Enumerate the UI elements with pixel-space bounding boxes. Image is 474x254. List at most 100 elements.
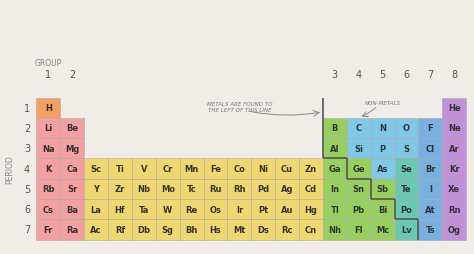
FancyBboxPatch shape <box>347 118 371 139</box>
FancyBboxPatch shape <box>204 159 228 179</box>
FancyBboxPatch shape <box>36 199 60 219</box>
FancyBboxPatch shape <box>323 199 347 219</box>
FancyBboxPatch shape <box>60 219 84 240</box>
Text: Sg: Sg <box>162 225 174 234</box>
FancyBboxPatch shape <box>204 179 228 199</box>
Text: Cu: Cu <box>281 164 293 173</box>
Text: Fl: Fl <box>355 225 363 234</box>
Text: Cd: Cd <box>305 185 317 194</box>
FancyBboxPatch shape <box>84 179 108 199</box>
Text: Sn: Sn <box>353 185 365 194</box>
FancyBboxPatch shape <box>442 199 466 219</box>
Text: Ra: Ra <box>66 225 78 234</box>
FancyBboxPatch shape <box>156 159 180 179</box>
Text: Re: Re <box>185 205 198 214</box>
Text: Ge: Ge <box>353 164 365 173</box>
Text: Pt: Pt <box>258 205 268 214</box>
Text: Db: Db <box>137 225 150 234</box>
Text: 5: 5 <box>24 184 30 194</box>
FancyBboxPatch shape <box>108 219 132 240</box>
Text: Co: Co <box>234 164 246 173</box>
Text: Cs: Cs <box>43 205 54 214</box>
Text: V: V <box>141 164 147 173</box>
Text: 3: 3 <box>24 144 30 154</box>
FancyBboxPatch shape <box>442 159 466 179</box>
Text: Al: Al <box>330 144 339 153</box>
FancyBboxPatch shape <box>132 219 156 240</box>
FancyBboxPatch shape <box>156 179 180 199</box>
FancyBboxPatch shape <box>419 219 442 240</box>
Text: Mt: Mt <box>233 225 246 234</box>
FancyBboxPatch shape <box>36 139 60 159</box>
Text: Fr: Fr <box>44 225 53 234</box>
Text: Nh: Nh <box>328 225 341 234</box>
FancyBboxPatch shape <box>108 159 132 179</box>
Text: 2: 2 <box>69 70 75 80</box>
FancyBboxPatch shape <box>323 118 347 139</box>
FancyBboxPatch shape <box>419 139 442 159</box>
Text: Bi: Bi <box>378 205 387 214</box>
Text: Tl: Tl <box>330 205 339 214</box>
FancyBboxPatch shape <box>394 118 419 139</box>
Text: Ts: Ts <box>426 225 435 234</box>
Text: Rn: Rn <box>448 205 460 214</box>
FancyBboxPatch shape <box>442 98 466 118</box>
Text: Sc: Sc <box>91 164 101 173</box>
Text: Fe: Fe <box>210 164 221 173</box>
Text: Rc: Rc <box>282 225 293 234</box>
FancyBboxPatch shape <box>371 179 394 199</box>
Text: S: S <box>403 144 410 153</box>
FancyBboxPatch shape <box>228 219 251 240</box>
FancyBboxPatch shape <box>251 179 275 199</box>
Text: Zr: Zr <box>115 185 125 194</box>
Text: 2: 2 <box>24 123 30 133</box>
Text: In: In <box>330 185 339 194</box>
Text: Br: Br <box>425 164 436 173</box>
FancyBboxPatch shape <box>419 199 442 219</box>
Text: Mo: Mo <box>161 185 175 194</box>
FancyBboxPatch shape <box>204 199 228 219</box>
FancyBboxPatch shape <box>371 199 394 219</box>
Text: H: H <box>45 104 52 113</box>
Text: Na: Na <box>42 144 55 153</box>
Text: Ca: Ca <box>66 164 78 173</box>
FancyBboxPatch shape <box>60 118 84 139</box>
Text: N: N <box>379 124 386 133</box>
FancyBboxPatch shape <box>60 159 84 179</box>
FancyBboxPatch shape <box>84 219 108 240</box>
FancyBboxPatch shape <box>108 199 132 219</box>
Text: Se: Se <box>401 164 412 173</box>
Text: Pd: Pd <box>257 185 269 194</box>
FancyBboxPatch shape <box>394 159 419 179</box>
Text: Hg: Hg <box>305 205 318 214</box>
Text: 6: 6 <box>24 204 30 214</box>
FancyBboxPatch shape <box>36 179 60 199</box>
FancyBboxPatch shape <box>347 219 371 240</box>
FancyBboxPatch shape <box>36 118 60 139</box>
FancyBboxPatch shape <box>228 199 251 219</box>
FancyBboxPatch shape <box>132 159 156 179</box>
Text: Hf: Hf <box>115 205 125 214</box>
FancyBboxPatch shape <box>180 199 204 219</box>
Text: Ac: Ac <box>91 225 102 234</box>
Text: Ne: Ne <box>448 124 461 133</box>
FancyBboxPatch shape <box>394 199 419 219</box>
FancyBboxPatch shape <box>84 159 108 179</box>
FancyBboxPatch shape <box>347 159 371 179</box>
Text: Ta: Ta <box>139 205 149 214</box>
Text: Zn: Zn <box>305 164 317 173</box>
Text: Og: Og <box>448 225 461 234</box>
Text: La: La <box>91 205 101 214</box>
Text: W: W <box>163 205 173 214</box>
FancyBboxPatch shape <box>275 219 299 240</box>
FancyBboxPatch shape <box>371 139 394 159</box>
FancyBboxPatch shape <box>419 179 442 199</box>
Text: Ds: Ds <box>257 225 269 234</box>
Text: GROUP: GROUP <box>35 58 62 67</box>
Text: Mg: Mg <box>65 144 80 153</box>
Text: Ag: Ag <box>281 185 293 194</box>
FancyBboxPatch shape <box>419 118 442 139</box>
Text: Lv: Lv <box>401 225 412 234</box>
Text: C: C <box>356 124 362 133</box>
Text: Si: Si <box>354 144 363 153</box>
